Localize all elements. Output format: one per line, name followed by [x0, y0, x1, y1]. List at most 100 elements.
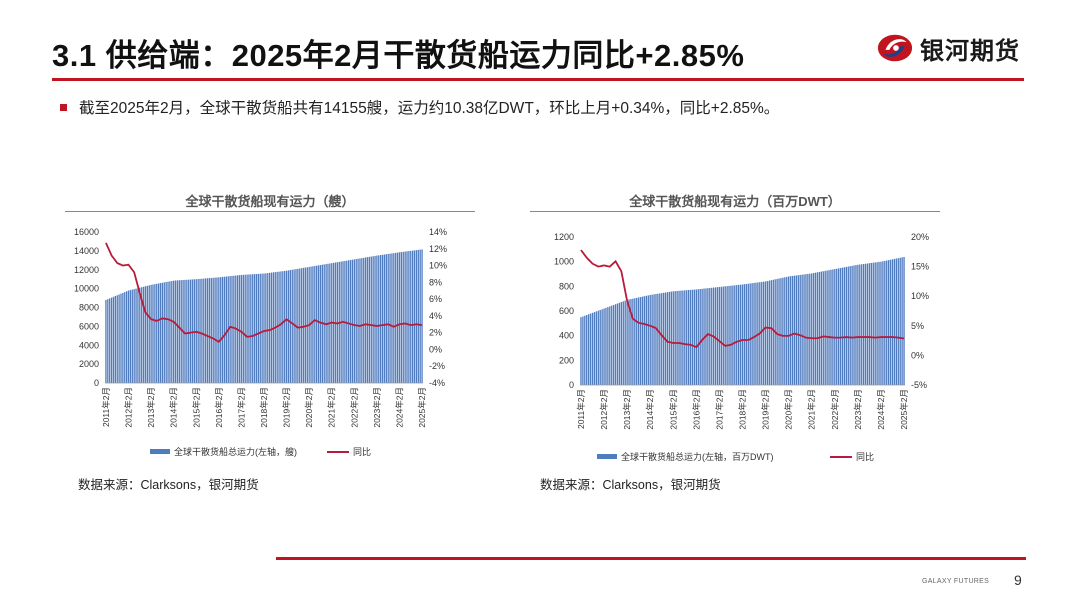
bar [847, 266, 849, 385]
y-left-tick-label: 0 [569, 380, 574, 390]
bar [267, 273, 269, 383]
bar [743, 284, 746, 385]
bar [589, 313, 592, 385]
bar [780, 278, 782, 385]
bar [156, 283, 158, 383]
bar [312, 266, 314, 383]
bar [137, 288, 139, 383]
bar [643, 296, 646, 385]
bar [609, 306, 611, 386]
bar [670, 291, 673, 385]
bar [144, 286, 147, 383]
bar [135, 288, 137, 384]
x-tick-label: 2014年2月 [169, 387, 179, 428]
legend-bar-label: 全球干散货船总运力(左轴，艘) [174, 446, 297, 457]
bar [795, 275, 798, 385]
bar [355, 259, 357, 383]
x-tick-label: 2021年2月 [327, 387, 337, 428]
footer-divider [276, 557, 1026, 560]
x-tick-label: 2021年2月 [807, 389, 817, 430]
bar [653, 294, 655, 385]
bar [319, 265, 322, 383]
summary-bullet: 截至2025年2月，全球干散货船共有14155艘，运力约10.38亿DWT，环比… [60, 96, 779, 118]
page-number: 9 [1014, 572, 1022, 588]
x-tick-label: 2019年2月 [761, 389, 771, 430]
bar [402, 251, 404, 383]
bar [678, 290, 680, 385]
bar [639, 297, 642, 385]
bar [210, 277, 212, 383]
page-title: 3.1 供给端：2025年2月干散货船运力同比+2.85% [52, 38, 745, 73]
y-right-tick-label: 0% [911, 350, 924, 360]
bar [876, 262, 878, 385]
bar [110, 297, 113, 383]
bar [413, 250, 416, 383]
bar [150, 284, 152, 383]
x-tick-label: 2014年2月 [645, 389, 655, 430]
bar [657, 293, 659, 385]
bar [593, 312, 596, 385]
x-tick-label: 2025年2月 [899, 389, 909, 430]
x-tick-label: 2024年2月 [876, 389, 886, 430]
x-tick-label: 2013年2月 [146, 387, 156, 428]
x-tick-label: 2015年2月 [191, 387, 201, 428]
bar [707, 288, 709, 385]
bar [616, 303, 619, 385]
bar [851, 265, 853, 385]
bar [280, 271, 282, 383]
bar [672, 291, 674, 385]
bar [830, 269, 832, 385]
y-left-tick-label: 1000 [554, 257, 574, 267]
bar [695, 289, 698, 385]
bar [612, 304, 615, 385]
yoy-line [580, 249, 905, 349]
bar [901, 257, 903, 385]
bar [180, 280, 182, 383]
x-tick-label: 2020年2月 [784, 389, 794, 430]
y-right-tick-label: 15% [911, 262, 929, 272]
chart-ships-count: 全球干散货船现有运力（艘） 0 2000 4000 6000 8000 10000 1200… [65, 185, 475, 465]
bar [141, 287, 143, 383]
bar [666, 292, 669, 385]
y-right-tick-label: 8% [429, 277, 442, 287]
bar [899, 257, 901, 385]
legend-line-label: 同比 [353, 446, 371, 457]
bar [359, 258, 361, 383]
bar [637, 297, 640, 385]
bar [370, 256, 372, 383]
bar [601, 309, 603, 385]
bar [244, 274, 246, 383]
bar [410, 250, 412, 383]
logo-text: 银河期货 [920, 37, 1020, 65]
bar [686, 290, 688, 385]
bar [753, 282, 755, 385]
bar [595, 311, 598, 385]
bar [716, 287, 719, 385]
bar [839, 267, 842, 385]
bar [649, 294, 651, 385]
bar [682, 290, 684, 385]
bar [270, 272, 273, 383]
bar [841, 267, 844, 385]
bar [689, 289, 692, 385]
y-left-tick-label: 1200 [554, 232, 574, 242]
bar [197, 279, 199, 383]
bar [893, 258, 896, 385]
bar [250, 274, 252, 383]
bar [807, 273, 809, 385]
x-tick-label: 2025年2月 [417, 387, 427, 428]
x-tick-label: 2020年2月 [304, 387, 314, 428]
bar [605, 307, 607, 385]
bar [231, 275, 233, 383]
title-divider [52, 78, 1024, 81]
bar [661, 293, 663, 385]
bar [385, 254, 387, 383]
bar [641, 296, 644, 385]
bar [751, 283, 753, 385]
x-tick-label: 2017年2月 [236, 387, 246, 428]
bar [125, 291, 128, 383]
legend-bar-swatch [597, 454, 617, 459]
summary-text: 截至2025年2月，全球干散货船共有14155艘，运力约10.38亿DWT，环比… [79, 100, 780, 117]
y-left-tick-label: 0 [94, 378, 99, 388]
chart-plot-dwt: 0 200 400 600 800 1000 1200 -5% 0% 5% 10% 15% 20% 201… [554, 232, 929, 462]
